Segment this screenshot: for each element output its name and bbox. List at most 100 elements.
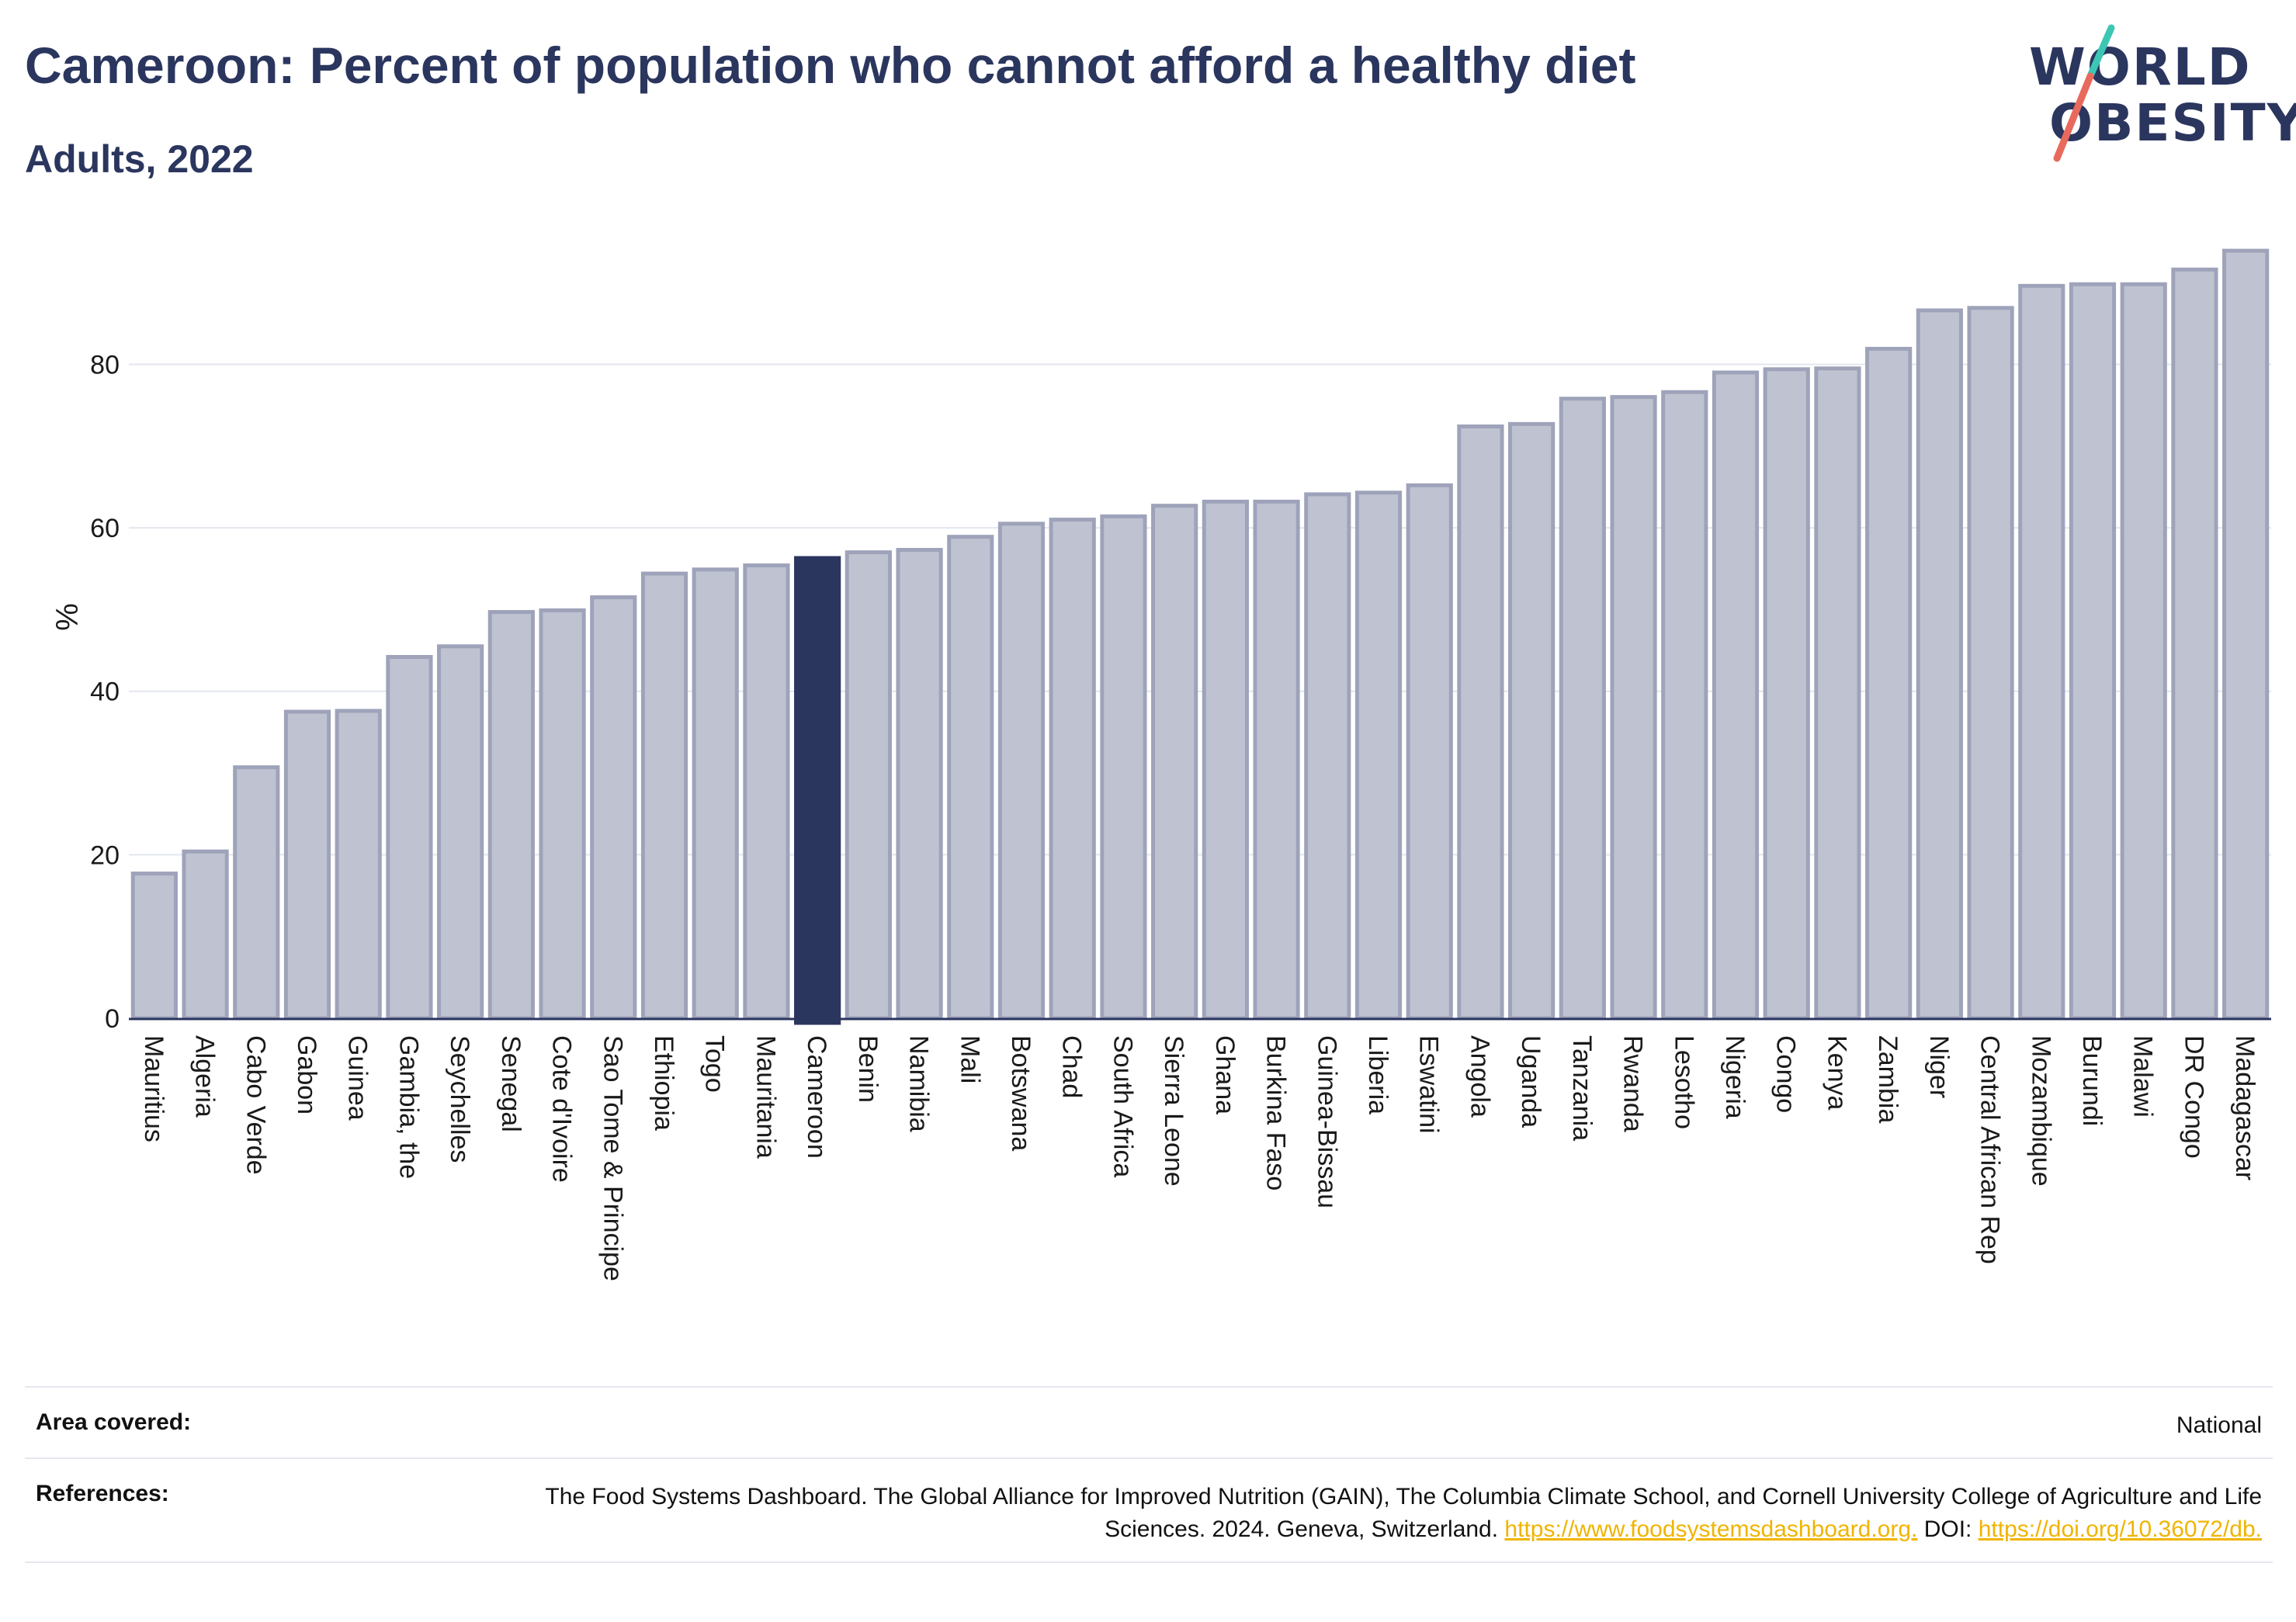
- x-tick-label: Angola: [1465, 1035, 1494, 1118]
- bar: [1049, 518, 1096, 1021]
- references-doi-label: DOI:: [1923, 1516, 1972, 1542]
- bar: [2120, 282, 2167, 1021]
- x-tick-label: Uganda: [1516, 1035, 1545, 1128]
- x-tick-label: Kenya: [1822, 1035, 1851, 1110]
- bar: [539, 608, 586, 1021]
- bar: [997, 522, 1046, 1021]
- references-row: References: The Food Systems Dashboard. …: [25, 1457, 2273, 1563]
- bar: [1610, 395, 1657, 1021]
- x-axis-ticks: Mauritius Algeria Cabo Verde Gabon Guinea Gam…: [139, 1035, 2260, 1281]
- x-tick-label: Congo: [1771, 1035, 1801, 1113]
- gridlines: [129, 363, 2271, 856]
- x-tick-label: Cabo Verde: [241, 1035, 270, 1175]
- y-tick-label: 0: [105, 1004, 120, 1034]
- bar: [2069, 282, 2117, 1021]
- bar: [386, 654, 433, 1021]
- bar: [692, 567, 739, 1021]
- bar: [1916, 308, 1963, 1021]
- references-link-2[interactable]: https://doi.org/10.36072/db.: [1978, 1516, 2262, 1542]
- bar: [1151, 504, 1198, 1021]
- references-link-1[interactable]: https://www.foodsystemsdashboard.org.: [1504, 1516, 1918, 1542]
- bar: [233, 765, 280, 1021]
- x-tick-label: Algeria: [190, 1035, 220, 1118]
- world-obesity-logo: WORLD OBESITY: [2018, 22, 2296, 169]
- bar: [1865, 346, 1913, 1021]
- x-tick-label: Ghana: [1210, 1035, 1240, 1114]
- bar-chart: 0 20 40 60 80 % Mauritius Algeria Cabo Verde Ga…: [49, 248, 2271, 1281]
- bar: [947, 535, 994, 1021]
- x-tick-label: DR Congo: [2179, 1035, 2208, 1159]
- x-tick-label: Burundi: [2077, 1035, 2107, 1126]
- x-tick-label: Rwanda: [1618, 1035, 1648, 1132]
- y-tick-label: 20: [90, 840, 120, 870]
- chart-subtitle: Adults, 2022: [25, 137, 254, 181]
- bar: [1763, 367, 1810, 1021]
- chart-title: Cameroon: Percent of population who cann…: [25, 36, 1636, 94]
- bar: [2018, 283, 2065, 1021]
- area-label: Area covered:: [36, 1409, 192, 1435]
- y-tick-label: 40: [90, 678, 120, 707]
- y-axis-ticks: 0 20 40 60 80: [90, 350, 120, 1034]
- bar: [182, 849, 229, 1021]
- x-tick-label: Burkina Faso: [1261, 1035, 1291, 1191]
- bar: [1508, 421, 1556, 1021]
- bar: [845, 550, 892, 1021]
- bar: [335, 709, 382, 1021]
- x-tick-label: Mauritania: [751, 1035, 780, 1159]
- x-tick-label: Central African Rep: [1975, 1035, 2005, 1264]
- x-tick-label: Liberia: [1363, 1035, 1393, 1114]
- x-tick-label: Niger: [1924, 1035, 1954, 1098]
- x-tick-label: Guinea: [343, 1035, 373, 1121]
- x-tick-label: Gambia, the: [394, 1035, 423, 1179]
- bar: [1354, 490, 1403, 1021]
- x-tick-label: Guinea-Bissau: [1312, 1035, 1341, 1208]
- bar: [1304, 492, 1351, 1021]
- y-axis-label: %: [49, 603, 83, 631]
- bar: [1406, 483, 1453, 1021]
- bar: [1559, 397, 1606, 1021]
- x-tick-label: Sao Tome & Principe: [598, 1035, 627, 1281]
- bar: [743, 563, 790, 1021]
- x-tick-label: Malawi: [2128, 1035, 2158, 1118]
- x-tick-label: Seychelles: [445, 1035, 474, 1163]
- x-tick-label: Namibia: [904, 1035, 934, 1132]
- x-tick-label: Cameroon: [802, 1035, 831, 1159]
- x-tick-label: Tanzania: [1567, 1035, 1597, 1141]
- bar: [1457, 424, 1504, 1021]
- bar: [437, 644, 484, 1021]
- references-text: The Food Systems Dashboard. The Global A…: [545, 1484, 2262, 1542]
- x-tick-label: Mali: [955, 1035, 984, 1083]
- bar: [1661, 390, 1708, 1021]
- x-tick-label: Chad: [1057, 1035, 1087, 1098]
- x-tick-label: Eswatini: [1414, 1035, 1444, 1134]
- x-tick-label: Zambia: [1873, 1035, 1902, 1123]
- bar: [1100, 514, 1147, 1021]
- x-tick-label: Cote d'Ivoire: [547, 1035, 577, 1183]
- x-tick-label: Sierra Leone: [1159, 1035, 1188, 1187]
- x-tick-label: Nigeria: [1720, 1035, 1750, 1119]
- bar: [1202, 499, 1249, 1021]
- x-tick-label: Senegal: [496, 1035, 525, 1132]
- x-tick-label: Mozambique: [2026, 1035, 2055, 1187]
- x-tick-label: South Africa: [1108, 1035, 1137, 1177]
- area-value: National: [2176, 1412, 2262, 1438]
- bar: [896, 548, 943, 1021]
- logo-line-1: WORLD: [2029, 37, 2252, 97]
- area-row: Area covered: National: [25, 1386, 2273, 1457]
- x-tick-label: Botswana: [1006, 1035, 1035, 1151]
- references-label: References:: [36, 1481, 169, 1506]
- bar: [130, 872, 178, 1021]
- info-table: Area covered: National References: The F…: [25, 1386, 2273, 1563]
- bar: [1253, 499, 1300, 1021]
- bar-highlight: [794, 556, 841, 1025]
- bar: [1967, 306, 2014, 1021]
- bar: [1814, 366, 1861, 1021]
- bar: [283, 709, 331, 1021]
- bar: [2171, 267, 2218, 1021]
- x-tick-label: Madagascar: [2230, 1035, 2260, 1180]
- bar: [487, 610, 535, 1021]
- x-tick-label: Gabon: [292, 1035, 321, 1114]
- bar: [590, 595, 637, 1021]
- x-tick-label: Ethiopia: [649, 1035, 678, 1131]
- bar: [2222, 248, 2270, 1021]
